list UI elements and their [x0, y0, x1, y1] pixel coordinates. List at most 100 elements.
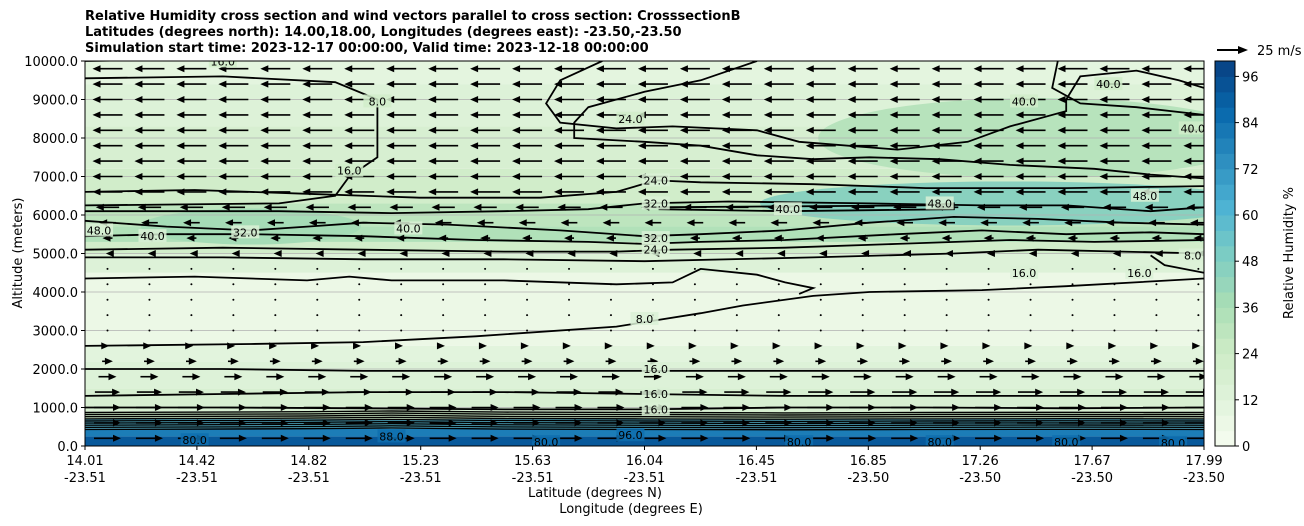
wind-vector — [683, 203, 707, 211]
x-tick-label-lat: 14.01 — [66, 454, 103, 469]
wind-vector — [1071, 283, 1074, 286]
wind-vector — [106, 329, 109, 332]
contour-line — [1150, 254, 1204, 274]
wind-vector — [227, 342, 236, 350]
wind-vector — [134, 188, 165, 196]
wind-vector — [1029, 314, 1032, 317]
wind-vector — [609, 329, 612, 332]
wind-vector — [1183, 142, 1204, 150]
wind-vector — [903, 329, 906, 332]
wind-vector — [400, 283, 403, 286]
wind-vector — [315, 250, 324, 257]
wind-vector — [651, 298, 654, 301]
wind-vector — [560, 219, 578, 227]
contour-label-bg — [616, 428, 645, 442]
colorbar-segment — [1215, 322, 1235, 339]
wind-vector — [819, 329, 822, 332]
wind-vector — [931, 65, 962, 73]
wind-vector — [595, 96, 626, 103]
wind-vector — [805, 188, 836, 196]
wind-vector — [429, 434, 457, 442]
quiver-key-label: 25 m/s — [1257, 44, 1302, 59]
wind-vector — [1197, 329, 1200, 332]
x-tick-label-lon: -23.50 — [1071, 471, 1113, 486]
wind-vector — [227, 357, 239, 365]
wind-vector — [1025, 357, 1036, 365]
wind-vector — [1102, 203, 1127, 211]
wind-vector — [895, 373, 914, 381]
wind-vector — [1192, 342, 1201, 350]
wind-vector — [135, 404, 163, 411]
wind-vector — [394, 342, 403, 350]
wind-vector — [134, 173, 165, 180]
contour-label-bg — [180, 433, 209, 446]
contour-label: 48.0 — [87, 224, 112, 237]
contour-label: 40.0 — [140, 230, 165, 243]
wind-vector — [773, 234, 784, 242]
wind-vector — [106, 267, 109, 270]
contour-label-bg — [377, 429, 406, 443]
wind-vector — [518, 219, 536, 227]
contour-label-bg — [641, 402, 670, 416]
wind-vector — [273, 250, 282, 257]
wind-vector — [218, 173, 249, 180]
wind-vector — [819, 250, 828, 257]
contour-label: 16.0 — [1012, 267, 1037, 280]
wind-vector — [1057, 173, 1088, 180]
wind-vector — [484, 329, 487, 332]
wind-vector — [849, 434, 877, 442]
wind-vector — [1015, 173, 1046, 180]
wind-vector — [442, 283, 445, 286]
wind-vector — [344, 157, 375, 165]
wind-vector — [568, 298, 571, 301]
wind-vector — [731, 234, 742, 242]
wind-vector — [931, 80, 962, 88]
contour-label: 24.0 — [643, 244, 668, 257]
wind-vector — [1057, 126, 1088, 134]
wind-vector — [889, 173, 920, 180]
wind-vector — [728, 219, 746, 227]
wind-vector — [931, 111, 962, 119]
wind-vector — [861, 329, 864, 332]
y-axis-ticks: 0.0 1000.0 2000.0 3000.0 4000.0 5000.0 6000.0 7… — [24, 55, 85, 455]
colorbar-segment — [1215, 369, 1235, 385]
wind-vector — [1021, 373, 1040, 381]
wind-vector — [983, 357, 994, 365]
wind-vector — [512, 126, 543, 134]
wind-vector — [218, 80, 249, 88]
wind-vector — [1155, 283, 1158, 286]
wind-vector — [681, 434, 709, 442]
contour-label: 32.0 — [643, 197, 668, 210]
wind-vector — [1100, 419, 1128, 427]
wind-vector — [735, 298, 738, 301]
x-tick-label-lon: -23.51 — [64, 471, 106, 486]
wind-vector — [889, 65, 920, 73]
contour-label-bg — [773, 202, 802, 216]
contour-line — [652, 202, 955, 213]
wind-vector — [891, 404, 919, 411]
wind-vector — [560, 373, 579, 381]
colorbar-segment — [1215, 415, 1235, 432]
wind-vector — [1197, 283, 1200, 286]
wind-vector — [805, 126, 836, 134]
wind-vector — [476, 373, 495, 381]
wind-vector — [260, 126, 291, 134]
wind-vector — [316, 298, 319, 301]
wind-vector — [1154, 250, 1163, 257]
wind-vector — [400, 329, 403, 332]
wind-vector — [190, 314, 193, 317]
contour-label: 16.0 — [211, 55, 236, 68]
wind-vector — [814, 342, 823, 350]
contour-label: 40.0 — [776, 203, 801, 216]
colorbar-segment — [1215, 107, 1235, 124]
wind-vector — [470, 173, 501, 180]
wind-vector — [396, 234, 407, 242]
wind-vector — [185, 342, 194, 350]
wind-vector — [1071, 314, 1074, 317]
wind-vector — [260, 157, 291, 165]
contour-label: 40.0 — [396, 222, 421, 235]
wind-vector — [1070, 250, 1079, 257]
wind-vector — [945, 283, 948, 286]
wind-vector — [847, 80, 878, 88]
wind-vector — [1015, 157, 1046, 165]
